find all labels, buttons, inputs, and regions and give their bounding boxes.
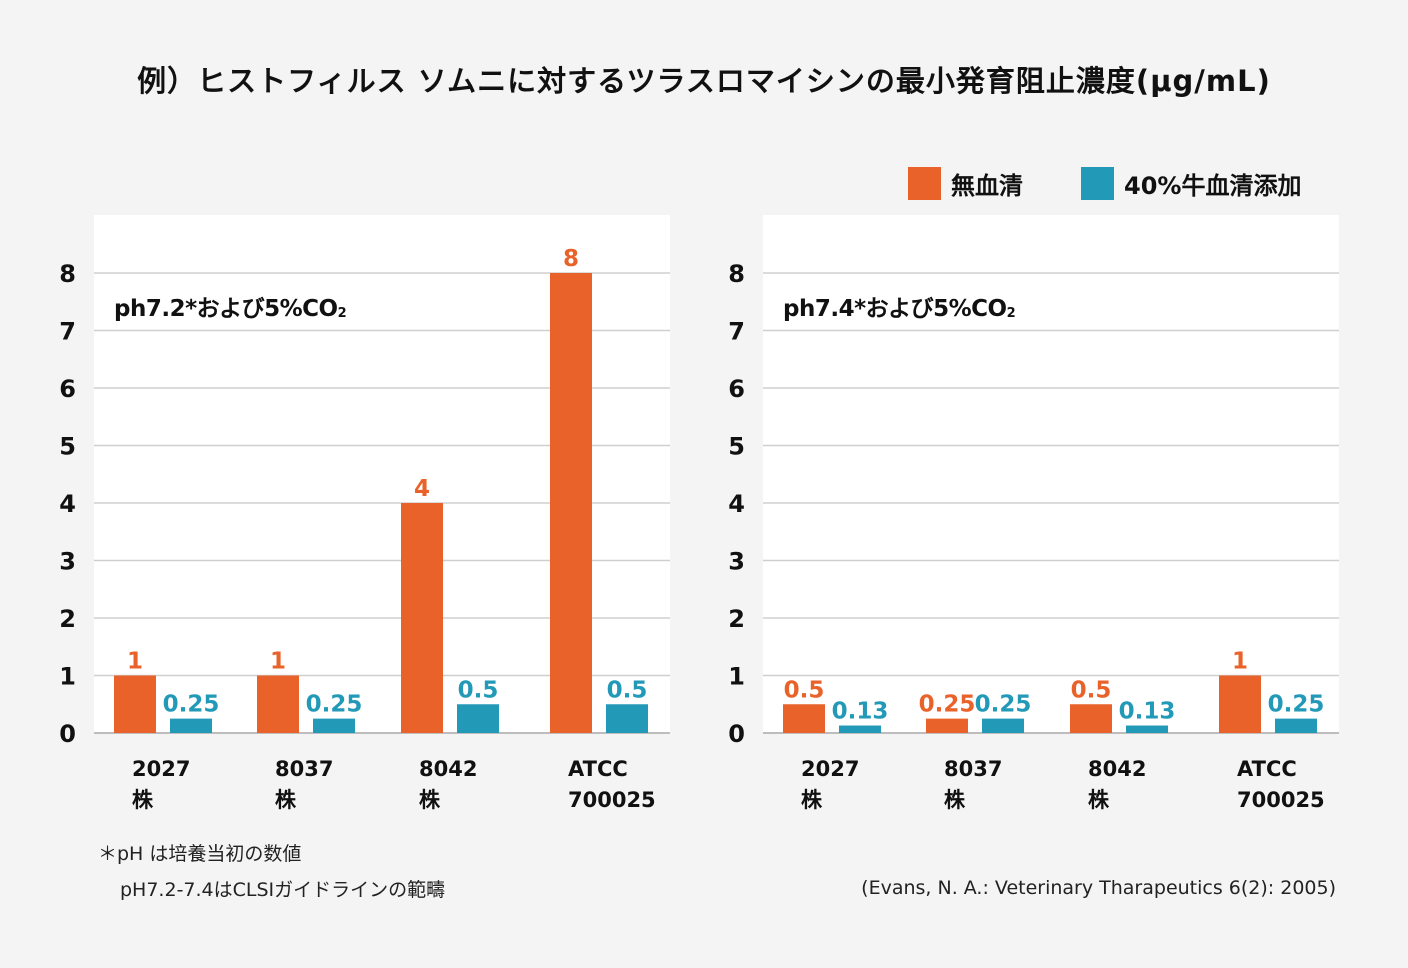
data-label: 1: [1232, 649, 1248, 675]
bar: [982, 718, 1024, 733]
chart-title: 例）ヒストフィルス ソムニに対するツラスロマイシンの最小発育阻止濃度(μg/mL…: [137, 64, 1271, 98]
legend-label-no-serum: 無血清: [951, 171, 1023, 200]
x-tick-label: 株: [419, 788, 441, 812]
x-tick-label: 700025: [1237, 788, 1325, 812]
bar: [114, 675, 156, 733]
x-tick-label: 8037: [944, 757, 1002, 781]
data-label: 0.5: [1071, 677, 1112, 703]
bar: [170, 718, 212, 733]
bar: [606, 704, 648, 733]
y-tick-label: 5: [59, 433, 76, 461]
data-label: 0.13: [832, 699, 889, 725]
condition-subscript: 2: [337, 306, 347, 321]
bar: [257, 675, 299, 733]
chart-panel-ph72: 0 1 2 3 4 5 6 7 8 1 0.25 2027 株 1 0.25 8037 株 4 0.5 8042 株 8 0…: [59, 215, 670, 812]
y-tick-label: 4: [59, 490, 76, 518]
condition-label-ph74: ph7.4*および5%CO2: [783, 289, 1016, 323]
data-label: 0.25: [919, 692, 976, 718]
y-tick-label: 0: [728, 720, 745, 748]
y-tick-label: 6: [59, 375, 76, 403]
footnote-line-2: pH7.2-7.4はCLSIガイドラインの範疇: [120, 879, 446, 901]
data-label: 4: [414, 476, 430, 502]
data-label: 0.5: [458, 677, 499, 703]
data-label: 1: [270, 649, 286, 675]
y-tick-label: 0: [59, 720, 76, 748]
data-label: 0.25: [306, 692, 363, 718]
bar: [457, 704, 499, 733]
data-label: 0.25: [975, 692, 1032, 718]
x-tick-label: 株: [132, 788, 154, 812]
y-tick-label: 8: [728, 260, 745, 288]
y-tick-label: 8: [59, 260, 76, 288]
citation: (Evans, N. A.: Veterinary Tharapeutics 6…: [861, 877, 1336, 899]
y-tick-label: 6: [728, 375, 745, 403]
data-label: 1: [127, 649, 143, 675]
condition-subscript: 2: [1006, 306, 1016, 321]
data-label: 8: [563, 246, 579, 272]
legend-swatch-serum: [1081, 166, 1114, 200]
x-tick-label: ATCC: [568, 757, 628, 781]
x-tick-label: 8042: [1088, 757, 1146, 781]
condition-text: ph7.2*および5%CO: [114, 296, 338, 322]
x-tick-label: 8037: [275, 757, 333, 781]
data-label: 0.25: [163, 692, 220, 718]
data-label: 0.13: [1119, 699, 1176, 725]
bar: [926, 718, 968, 733]
x-tick-label: 2027: [132, 757, 190, 781]
bar: [1275, 718, 1317, 733]
y-tick-label: 5: [728, 433, 745, 461]
y-tick-label: 7: [728, 318, 745, 346]
x-tick-label: 2027: [801, 757, 859, 781]
plot-area: [763, 215, 1339, 733]
data-label: 0.25: [1268, 692, 1325, 718]
chart-panel-ph74: 0 1 2 3 4 5 6 7 8 0.5 0.13 2027 株 0.25 0.25 8037 株 0.5 0.1…: [728, 215, 1339, 812]
y-tick-label: 4: [728, 490, 745, 518]
bar: [401, 503, 443, 733]
data-label: 0.5: [784, 677, 825, 703]
bar: [550, 273, 592, 733]
bar: [1126, 725, 1168, 733]
footnote: ＊pH は培養当初の数値 pH7.2-7.4はCLSIガイドラインの範疇: [98, 836, 445, 908]
bar: [313, 718, 355, 733]
legend-item-serum: 40%牛血清添加: [1081, 166, 1301, 201]
data-label: 0.5: [607, 677, 648, 703]
x-tick-label: 株: [801, 788, 823, 812]
y-tick-label: 1: [59, 663, 76, 691]
y-tick-label: 2: [59, 605, 76, 633]
x-tick-label: 株: [944, 788, 966, 812]
bar: [839, 725, 881, 733]
bar: [1219, 675, 1261, 733]
legend-swatch-no-serum: [908, 166, 941, 200]
y-tick-label: 3: [728, 548, 745, 576]
bar: [783, 704, 825, 733]
x-tick-label: 700025: [568, 788, 656, 812]
x-tick-label: 株: [1088, 788, 1110, 812]
legend-label-serum: 40%牛血清添加: [1124, 171, 1302, 200]
x-tick-label: 株: [275, 788, 297, 812]
legend: 無血清 40%牛血清添加: [908, 166, 1301, 200]
x-tick-label: 8042: [419, 757, 477, 781]
x-tick-label: ATCC: [1237, 757, 1297, 781]
y-tick-label: 7: [59, 318, 76, 346]
legend-item-no-serum: 無血清: [908, 166, 1023, 201]
condition-label-ph72: ph7.2*および5%CO2: [114, 289, 347, 323]
bar: [1070, 704, 1112, 733]
y-tick-label: 3: [59, 548, 76, 576]
bar-chart-ph72: 0 1 2 3 4 5 6 7 8 1 0.25 2027 株 1 0.25 8037 株 4 0.5 8042 株 8 0…: [59, 215, 670, 812]
y-tick-label: 1: [728, 663, 745, 691]
condition-text: ph7.4*および5%CO: [783, 296, 1007, 322]
y-tick-label: 2: [728, 605, 745, 633]
footnote-line-1: ＊pH は培養当初の数値: [98, 843, 302, 865]
